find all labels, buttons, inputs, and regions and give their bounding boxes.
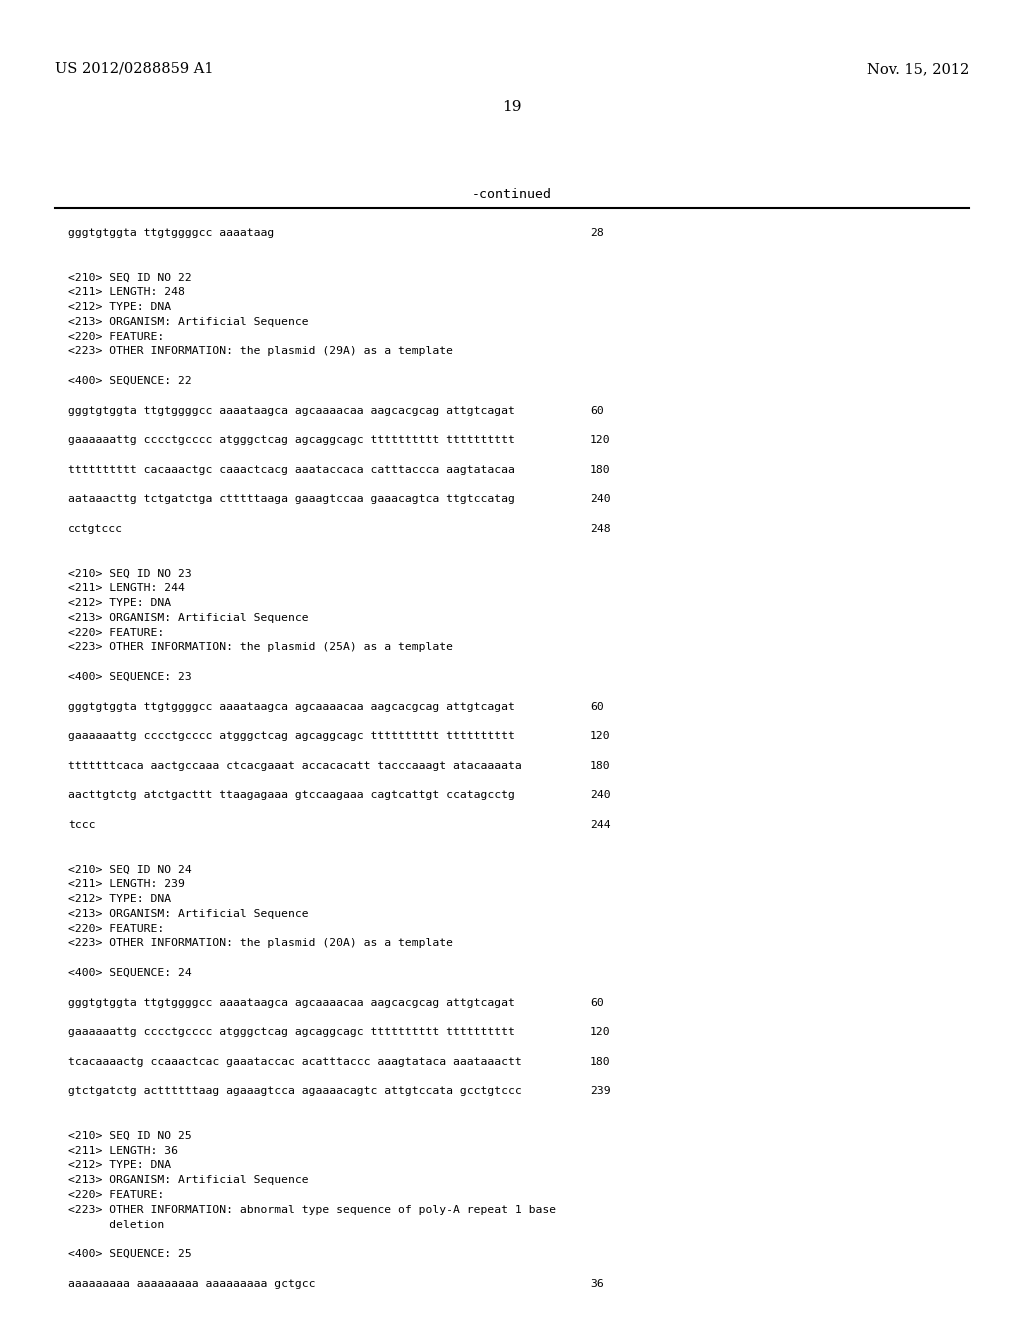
Text: <210> SEQ ID NO 24: <210> SEQ ID NO 24 — [68, 865, 191, 874]
Text: Nov. 15, 2012: Nov. 15, 2012 — [866, 62, 969, 77]
Text: 60: 60 — [590, 405, 604, 416]
Text: <212> TYPE: DNA: <212> TYPE: DNA — [68, 1160, 171, 1171]
Text: gtctgatctg acttttttaag agaaagtcca agaaaacagtc attgtccata gcctgtccc: gtctgatctg acttttttaag agaaagtcca agaaaa… — [68, 1086, 522, 1097]
Text: deletion: deletion — [68, 1220, 164, 1230]
Text: 180: 180 — [590, 760, 610, 771]
Text: <223> OTHER INFORMATION: the plasmid (29A) as a template: <223> OTHER INFORMATION: the plasmid (29… — [68, 346, 453, 356]
Text: <211> LENGTH: 244: <211> LENGTH: 244 — [68, 583, 185, 593]
Text: 240: 240 — [590, 791, 610, 800]
Text: <400> SEQUENCE: 25: <400> SEQUENCE: 25 — [68, 1249, 191, 1259]
Text: <213> ORGANISM: Artificial Sequence: <213> ORGANISM: Artificial Sequence — [68, 1175, 308, 1185]
Text: <210> SEQ ID NO 23: <210> SEQ ID NO 23 — [68, 569, 191, 578]
Text: aaaaaaaaa aaaaaaaaa aaaaaaaaa gctgcc: aaaaaaaaa aaaaaaaaa aaaaaaaaa gctgcc — [68, 1279, 315, 1288]
Text: 180: 180 — [590, 1057, 610, 1067]
Text: 19: 19 — [502, 100, 522, 114]
Text: 120: 120 — [590, 436, 610, 445]
Text: gaaaaaattg cccctgcccc atgggctcag agcaggcagc tttttttttt tttttttttt: gaaaaaattg cccctgcccc atgggctcag agcaggc… — [68, 436, 515, 445]
Text: <400> SEQUENCE: 24: <400> SEQUENCE: 24 — [68, 968, 191, 978]
Text: 60: 60 — [590, 998, 604, 1007]
Text: <211> LENGTH: 239: <211> LENGTH: 239 — [68, 879, 185, 890]
Text: <211> LENGTH: 248: <211> LENGTH: 248 — [68, 288, 185, 297]
Text: aacttgtctg atctgacttt ttaagagaaa gtccaagaaa cagtcattgt ccatagcctg: aacttgtctg atctgacttt ttaagagaaa gtccaag… — [68, 791, 515, 800]
Text: tttttttcaca aactgccaaa ctcacgaaat accacacatt tacccaaagt atacaaaata: tttttttcaca aactgccaaa ctcacgaaat accaca… — [68, 760, 522, 771]
Text: 60: 60 — [590, 702, 604, 711]
Text: -continued: -continued — [472, 187, 552, 201]
Text: <220> FEATURE:: <220> FEATURE: — [68, 627, 164, 638]
Text: <212> TYPE: DNA: <212> TYPE: DNA — [68, 894, 171, 904]
Text: <212> TYPE: DNA: <212> TYPE: DNA — [68, 302, 171, 312]
Text: 36: 36 — [590, 1279, 604, 1288]
Text: <400> SEQUENCE: 22: <400> SEQUENCE: 22 — [68, 376, 191, 385]
Text: gggtgtggta ttgtggggcc aaaataagca agcaaaacaa aagcacgcag attgtcagat: gggtgtggta ttgtggggcc aaaataagca agcaaaa… — [68, 998, 515, 1007]
Text: <210> SEQ ID NO 25: <210> SEQ ID NO 25 — [68, 1131, 191, 1140]
Text: <400> SEQUENCE: 23: <400> SEQUENCE: 23 — [68, 672, 191, 682]
Text: 120: 120 — [590, 1027, 610, 1038]
Text: gaaaaaattg cccctgcccc atgggctcag agcaggcagc tttttttttt tttttttttt: gaaaaaattg cccctgcccc atgggctcag agcaggc… — [68, 1027, 515, 1038]
Text: <223> OTHER INFORMATION: the plasmid (20A) as a template: <223> OTHER INFORMATION: the plasmid (20… — [68, 939, 453, 948]
Text: <212> TYPE: DNA: <212> TYPE: DNA — [68, 598, 171, 609]
Text: <223> OTHER INFORMATION: abnormal type sequence of poly-A repeat 1 base: <223> OTHER INFORMATION: abnormal type s… — [68, 1205, 556, 1214]
Text: <211> LENGTH: 36: <211> LENGTH: 36 — [68, 1146, 178, 1155]
Text: US 2012/0288859 A1: US 2012/0288859 A1 — [55, 62, 213, 77]
Text: 239: 239 — [590, 1086, 610, 1097]
Text: gggtgtggta ttgtggggcc aaaataagca agcaaaacaa aagcacgcag attgtcagat: gggtgtggta ttgtggggcc aaaataagca agcaaaa… — [68, 405, 515, 416]
Text: cctgtccc: cctgtccc — [68, 524, 123, 535]
Text: 244: 244 — [590, 820, 610, 830]
Text: 28: 28 — [590, 228, 604, 238]
Text: <213> ORGANISM: Artificial Sequence: <213> ORGANISM: Artificial Sequence — [68, 612, 308, 623]
Text: 240: 240 — [590, 495, 610, 504]
Text: tcacaaaactg ccaaactcac gaaataccac acatttaccc aaagtataca aaataaactt: tcacaaaactg ccaaactcac gaaataccac acattt… — [68, 1057, 522, 1067]
Text: 120: 120 — [590, 731, 610, 742]
Text: <220> FEATURE:: <220> FEATURE: — [68, 1191, 164, 1200]
Text: <220> FEATURE:: <220> FEATURE: — [68, 331, 164, 342]
Text: gggtgtggta ttgtggggcc aaaataagca agcaaaacaa aagcacgcag attgtcagat: gggtgtggta ttgtggggcc aaaataagca agcaaaa… — [68, 702, 515, 711]
Text: <213> ORGANISM: Artificial Sequence: <213> ORGANISM: Artificial Sequence — [68, 317, 308, 327]
Text: gggtgtggta ttgtggggcc aaaataag: gggtgtggta ttgtggggcc aaaataag — [68, 228, 274, 238]
Text: <213> ORGANISM: Artificial Sequence: <213> ORGANISM: Artificial Sequence — [68, 908, 308, 919]
Text: tttttttttt cacaaactgc caaactcacg aaataccaca catttaccca aagtatacaa: tttttttttt cacaaactgc caaactcacg aaatacc… — [68, 465, 515, 475]
Text: <220> FEATURE:: <220> FEATURE: — [68, 924, 164, 933]
Text: 248: 248 — [590, 524, 610, 535]
Text: 180: 180 — [590, 465, 610, 475]
Text: gaaaaaattg cccctgcccc atgggctcag agcaggcagc tttttttttt tttttttttt: gaaaaaattg cccctgcccc atgggctcag agcaggc… — [68, 731, 515, 742]
Text: <210> SEQ ID NO 22: <210> SEQ ID NO 22 — [68, 272, 191, 282]
Text: aataaacttg tctgatctga ctttttaaga gaaagtccaa gaaacagtca ttgtccatag: aataaacttg tctgatctga ctttttaaga gaaagtc… — [68, 495, 515, 504]
Text: tccc: tccc — [68, 820, 95, 830]
Text: <223> OTHER INFORMATION: the plasmid (25A) as a template: <223> OTHER INFORMATION: the plasmid (25… — [68, 643, 453, 652]
